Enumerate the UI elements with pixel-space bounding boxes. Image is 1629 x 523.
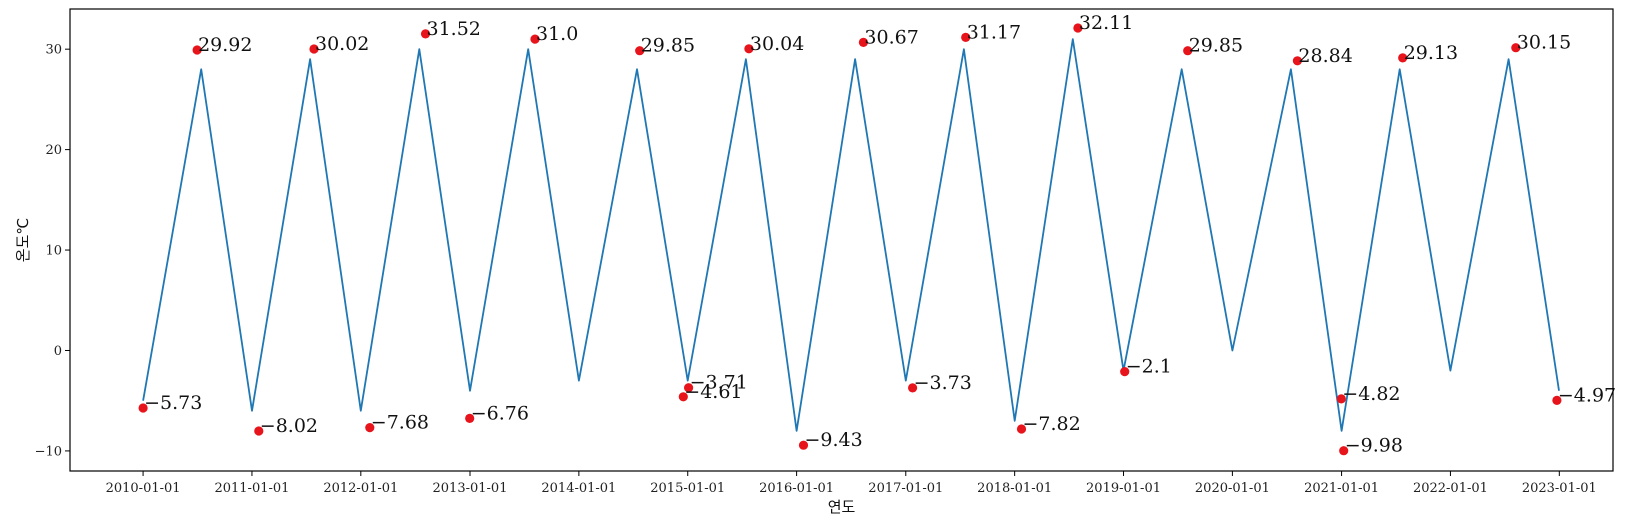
extreme-marker (1339, 446, 1349, 456)
extreme-marker (365, 423, 375, 433)
data-label: 31.17 (967, 21, 1021, 43)
data-label: 29.85 (641, 35, 695, 57)
marker-layer (138, 23, 1562, 456)
y-axis: −10 0 10 20 30 (35, 43, 70, 459)
data-label: 29.85 (1189, 35, 1243, 57)
data-label: 28.84 (1298, 45, 1352, 67)
x-tick-label: 2020-01-01 (1195, 481, 1270, 496)
x-axis: 2010-01-01 2011-01-01 2012-01-01 2013-01-01… (106, 471, 1597, 496)
data-label: 30.67 (864, 26, 918, 48)
data-label: 30.04 (750, 33, 804, 55)
extreme-marker (684, 383, 694, 393)
extreme-marker (1552, 395, 1562, 405)
data-label: 30.02 (315, 33, 369, 55)
extreme-marker (1336, 394, 1346, 404)
data-label: −8.02 (260, 415, 318, 437)
x-tick-label: 2019-01-01 (1086, 481, 1161, 496)
extreme-marker (1398, 53, 1408, 63)
extreme-marker (858, 37, 869, 48)
data-label: −3.73 (914, 372, 972, 394)
extreme-marker (465, 413, 475, 423)
extreme-marker (1120, 367, 1130, 377)
data-label: −9.98 (1345, 435, 1403, 457)
y-axis-label: 온도℃ (14, 218, 32, 262)
data-label: −4.61 (684, 381, 742, 403)
x-tick-label: 2010-01-01 (106, 481, 181, 496)
data-label: −7.82 (1023, 413, 1081, 435)
x-tick-label: 2023-01-01 (1522, 481, 1597, 496)
extreme-marker (961, 32, 971, 43)
extreme-marker (908, 383, 918, 393)
x-tick-label: 2014-01-01 (541, 481, 616, 496)
data-label: −5.73 (144, 392, 202, 414)
extreme-marker (1073, 23, 1083, 33)
extreme-marker (1016, 424, 1027, 434)
data-label: 29.13 (1404, 42, 1458, 64)
extreme-marker (420, 29, 431, 39)
extreme-marker (798, 440, 809, 450)
data-label: 30.15 (1517, 32, 1571, 54)
extreme-marker (1511, 43, 1521, 53)
extreme-marker (744, 44, 754, 54)
extreme-marker (530, 34, 540, 44)
x-tick-label: 2013-01-01 (433, 481, 508, 496)
y-tick-label: 20 (45, 143, 62, 158)
data-label: 31.0 (536, 23, 578, 45)
extreme-marker (1183, 46, 1193, 56)
extreme-marker (254, 426, 264, 436)
x-axis-label: 연도 (828, 498, 856, 516)
series-line-0 (142, 38, 1560, 432)
data-label: 32.11 (1079, 12, 1133, 34)
x-tick-label: 2012-01-01 (323, 481, 398, 496)
y-tick-label: 30 (45, 43, 62, 58)
data-label: −3.71 (690, 372, 748, 394)
x-tick-label: 2021-01-01 (1304, 481, 1379, 496)
series-layer (142, 38, 1560, 432)
extreme-marker (138, 403, 148, 413)
x-tick-label: 2018-01-01 (977, 481, 1052, 496)
extreme-marker (309, 44, 319, 54)
data-label: −9.43 (805, 429, 863, 451)
data-label: 31.52 (427, 18, 481, 40)
extreme-marker (635, 46, 645, 56)
data-label: −4.97 (1558, 384, 1616, 406)
data-label: 29.92 (198, 34, 252, 56)
data-label: −2.1 (1126, 356, 1172, 378)
data-label: −7.68 (371, 412, 429, 434)
x-tick-label: 2011-01-01 (214, 481, 289, 496)
data-label: −6.76 (471, 402, 529, 424)
data-label: −4.82 (1342, 383, 1400, 405)
x-tick-label: 2016-01-01 (759, 481, 834, 496)
extreme-marker (1292, 56, 1302, 66)
extreme-marker (192, 45, 202, 55)
y-tick-label: 0 (54, 344, 62, 359)
x-tick-label: 2022-01-01 (1413, 481, 1488, 496)
label-layer: −5.73 29.92 −8.02 30.02 −7.68 31.52 −6.76 31.0 2… (144, 12, 1616, 457)
extreme-marker (678, 392, 688, 402)
y-tick-label: 10 (45, 244, 62, 259)
y-tick-label: −10 (35, 444, 62, 459)
x-tick-label: 2017-01-01 (868, 481, 943, 496)
x-tick-label: 2015-01-01 (650, 481, 725, 496)
plot-frame (69, 8, 1614, 472)
